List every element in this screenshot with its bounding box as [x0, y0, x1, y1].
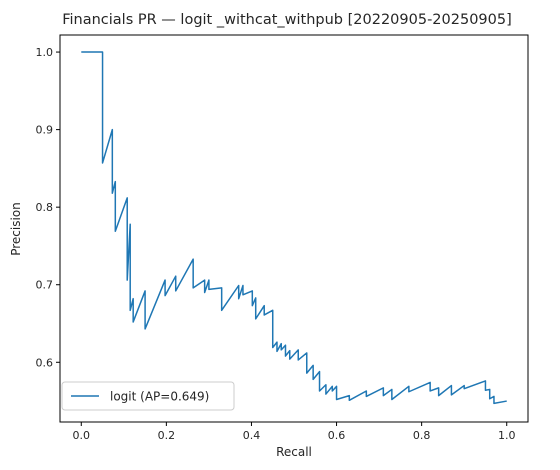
y-tick-label: 0.9 — [36, 124, 54, 137]
y-axis-label: Precision — [9, 202, 23, 256]
y-tick-label: 0.8 — [36, 201, 54, 214]
y-tick-label: 1.0 — [36, 46, 54, 59]
x-tick-label: 0.8 — [413, 429, 431, 442]
x-tick-label: 0.0 — [73, 429, 91, 442]
x-axis-ticks: 0.0 0.2 0.4 0.6 0.8 1.0 — [73, 422, 516, 442]
plot-background — [60, 35, 528, 422]
axes-frame — [59, 34, 529, 423]
x-tick-label: 0.6 — [328, 429, 346, 442]
x-axis-label: Recall — [276, 445, 312, 459]
x-tick-label: 0.4 — [243, 429, 261, 442]
y-axis-ticks: 0.6 0.7 0.8 0.9 1.0 — [36, 46, 60, 369]
y-tick-label: 0.7 — [36, 279, 54, 292]
series-line-0 — [81, 51, 507, 405]
x-tick-label: 1.0 — [498, 429, 516, 442]
chart-title: Financials PR — logit _withcat_withpub [… — [62, 12, 512, 28]
x-tick-label: 0.2 — [158, 429, 176, 442]
y-tick-label: 0.6 — [36, 356, 54, 369]
legend-label: logit (AP=0.649) — [110, 390, 209, 404]
plot-area — [59, 34, 529, 423]
legend: logit (AP=0.649) — [61, 381, 235, 411]
legend-box — [61, 381, 235, 411]
